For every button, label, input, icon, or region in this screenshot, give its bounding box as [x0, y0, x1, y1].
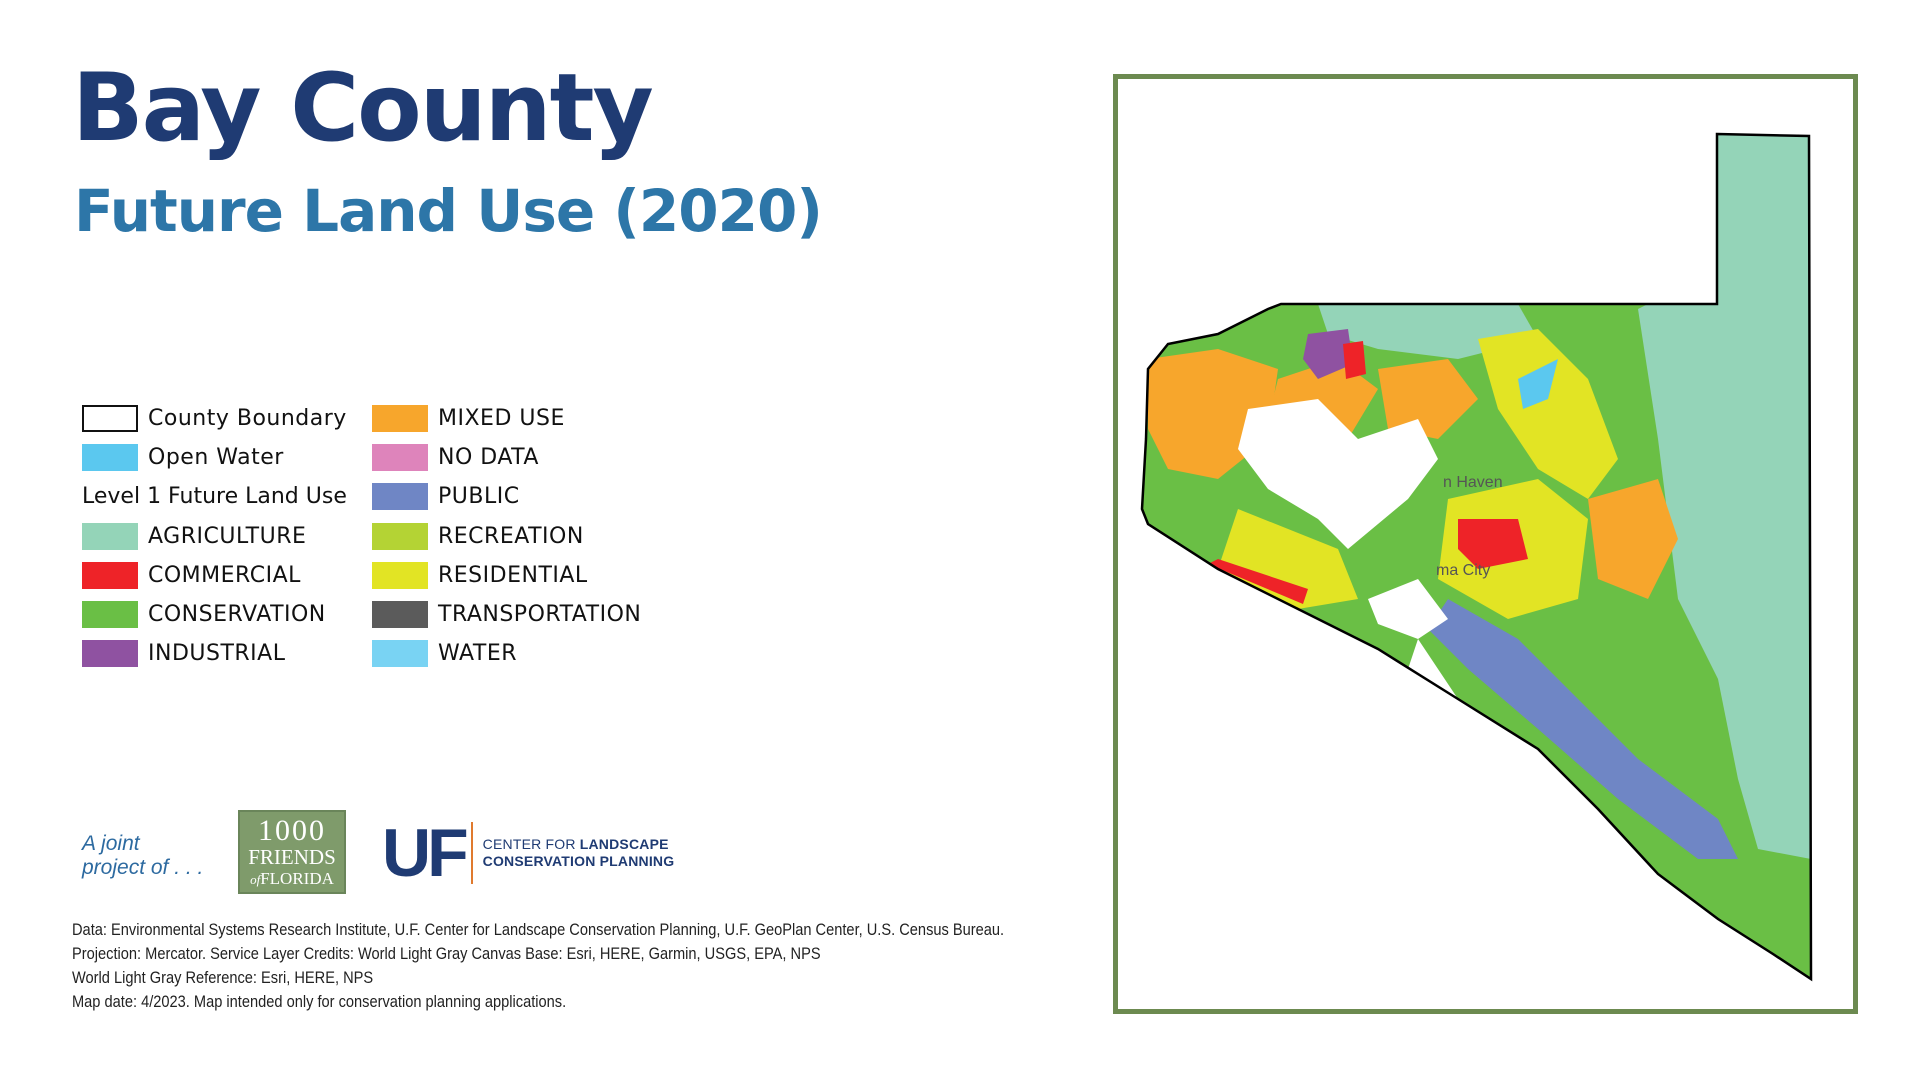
legend-item-agriculture: AGRICULTURE: [82, 522, 306, 550]
logo-of: of: [250, 872, 261, 887]
legend-item-transportation: TRANSPORTATION: [372, 600, 641, 628]
legend-label: RECREATION: [438, 523, 584, 549]
agriculture-area: [1638, 134, 1811, 859]
uf-line-2: CONSERVATION PLANNING: [482, 853, 675, 869]
no-data-swatch: [372, 443, 428, 471]
county-map: n Haven ma City: [1140, 132, 1813, 982]
agriculture-swatch: [82, 522, 138, 550]
map-title: Bay County: [72, 54, 654, 163]
legend-label: AGRICULTURE: [148, 523, 307, 549]
legend-label: TRANSPORTATION: [438, 601, 642, 627]
uf-divider: [470, 822, 473, 884]
legend-label: County Boundary: [148, 405, 347, 431]
uf-line-1: CENTER FOR: [482, 836, 576, 852]
data-credits: Data: Environmental Systems Research Ins…: [72, 918, 1004, 1014]
mixed-use-area: [1588, 479, 1678, 599]
county-boundary: [1140, 132, 1813, 982]
water-swatch: [372, 639, 428, 667]
conservation-swatch: [82, 600, 138, 628]
county-boundary-swatch: [82, 404, 138, 432]
mixed-use-area: [1378, 359, 1478, 439]
logo-friends: FRIENDS: [248, 845, 336, 869]
legend-label: NO DATA: [438, 444, 539, 470]
residential-swatch: [372, 561, 428, 589]
bay-water: [1238, 399, 1438, 549]
bay-water: [1368, 579, 1448, 639]
industrial-swatch: [82, 639, 138, 667]
legend-label: RESIDENTIAL: [438, 562, 588, 588]
legend-item-open-water: Open Water: [82, 443, 284, 471]
legend-label: Open Water: [148, 444, 284, 470]
city-label-panama-city: ma City: [1436, 562, 1490, 579]
commercial-swatch: [82, 561, 138, 589]
legend-item-commercial: COMMERCIAL: [82, 561, 301, 589]
land-use-layer: [1142, 134, 1811, 979]
legend-heading-text: Level 1 Future Land Use: [82, 483, 347, 509]
joint-line-1: A joint: [82, 832, 140, 855]
legend-label: WATER: [438, 640, 518, 666]
residential-area: [1218, 509, 1358, 609]
legend-item-recreation: RECREATION: [372, 522, 584, 550]
credit-line: Projection: Mercator. Service Layer Cred…: [72, 944, 821, 963]
1000-friends-of-florida-logo: 1000 FRIENDS ofFLORIDA: [238, 810, 346, 894]
transportation-swatch: [372, 600, 428, 628]
legend-heading: Level 1 Future Land Use: [82, 482, 347, 510]
legend-item-public: PUBLIC: [372, 482, 520, 510]
legend-label: INDUSTRIAL: [148, 640, 286, 666]
credit-line: World Light Gray Reference: Esri, HERE, …: [72, 968, 374, 987]
joint-project-text: A joint project of . . .: [82, 832, 203, 880]
legend-item-no-data: NO DATA: [372, 443, 539, 471]
industrial-area: [1303, 329, 1353, 379]
legend-item-conservation: CONSERVATION: [82, 600, 326, 628]
legend-label: PUBLIC: [438, 483, 520, 509]
commercial-area: [1458, 519, 1528, 569]
mixed-use-swatch: [372, 404, 428, 432]
open-water-area: [1518, 359, 1558, 409]
recreation-swatch: [372, 522, 428, 550]
uf-mark: UF: [382, 815, 469, 891]
legend-item-county-boundary: County Boundary: [82, 404, 347, 432]
legend-label: COMMERCIAL: [148, 562, 301, 588]
legend-item-residential: RESIDENTIAL: [372, 561, 588, 589]
commercial-area: [1343, 341, 1366, 379]
credit-line: Data: Environmental Systems Research Ins…: [72, 920, 1005, 939]
logo-florida-text: FLORIDA: [260, 869, 334, 888]
logo-florida: ofFLORIDA: [240, 870, 344, 887]
uf-clcp-logo: UF CENTER FOR LANDSCAPE CONSERVATION PLA…: [382, 818, 674, 888]
public-area: [1428, 599, 1738, 859]
credit-line: Map date: 4/2023. Map intended only for …: [72, 992, 567, 1011]
residential-area: [1478, 329, 1618, 499]
city-label-lynn-haven: n Haven: [1443, 474, 1503, 491]
legend-label: MIXED USE: [438, 405, 565, 431]
map-subtitle: Future Land Use (2020): [74, 177, 823, 245]
public-swatch: [372, 482, 428, 510]
uf-text: CENTER FOR LANDSCAPE CONSERVATION PLANNI…: [483, 836, 675, 870]
legend-item-water: WATER: [372, 639, 517, 667]
legend-item-mixed-use: MIXED USE: [372, 404, 565, 432]
legend-label: CONSERVATION: [148, 601, 326, 627]
legend-item-industrial: INDUSTRIAL: [82, 639, 285, 667]
logo-number: 1000: [258, 814, 326, 847]
uf-line-1-bold: LANDSCAPE: [579, 836, 669, 852]
commercial-area: [1208, 559, 1308, 604]
open-water-swatch: [82, 443, 138, 471]
joint-line-2: project of . . .: [82, 856, 204, 879]
map-frame: n Haven ma City: [1113, 74, 1858, 1014]
